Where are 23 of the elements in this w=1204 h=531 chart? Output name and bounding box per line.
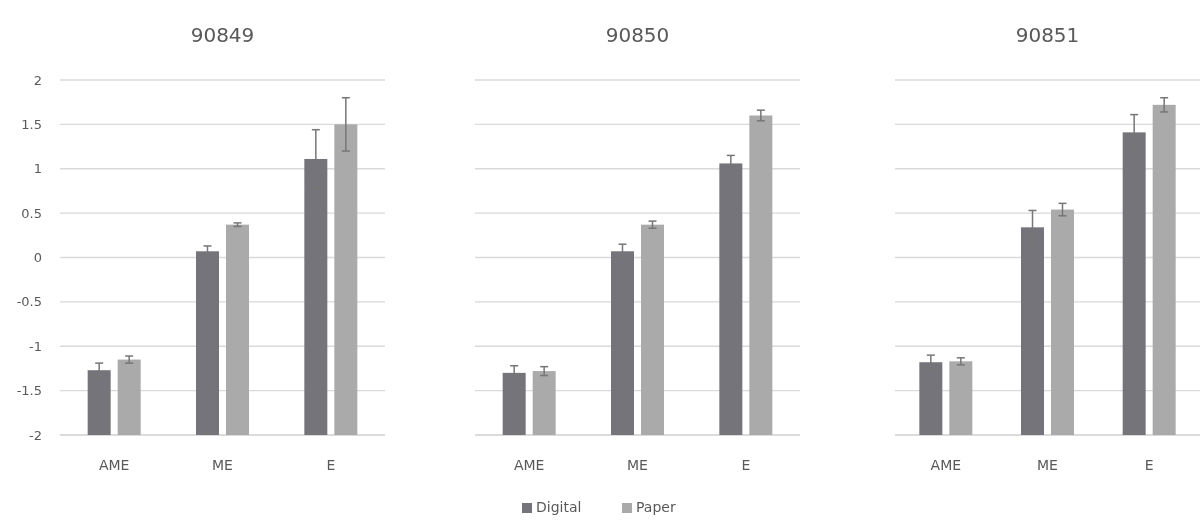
y-tick-label: 0 [33,250,42,266]
chart-title: 90849 [190,23,255,47]
y-tick-label: 1 [33,161,42,177]
x-tick-label: E [1144,457,1154,473]
y-tick-label: 2 [33,72,42,88]
y-tick-label: -1 [29,338,42,354]
chart-title: 90851 [1015,23,1080,47]
x-tick-label: ME [212,457,233,473]
y-tick-label: 0.5 [21,205,42,221]
x-tick-label: AME [930,457,962,473]
y-tick-label: -1.5 [16,383,42,399]
legend-label: Digital [536,499,582,515]
x-tick-label: ME [1037,457,1058,473]
y-tick-label: -0.5 [16,294,42,310]
x-tick-label: E [326,457,336,473]
x-tick-label: AME [513,457,545,473]
x-tick-label: E [741,457,751,473]
x-tick-label: ME [627,457,648,473]
y-tick-label: 1.5 [21,116,42,132]
x-tick-label: AME [98,457,130,473]
legend-label: Paper [636,499,676,515]
chart-title: 90850 [605,23,670,47]
y-tick-label: -2 [29,427,42,443]
